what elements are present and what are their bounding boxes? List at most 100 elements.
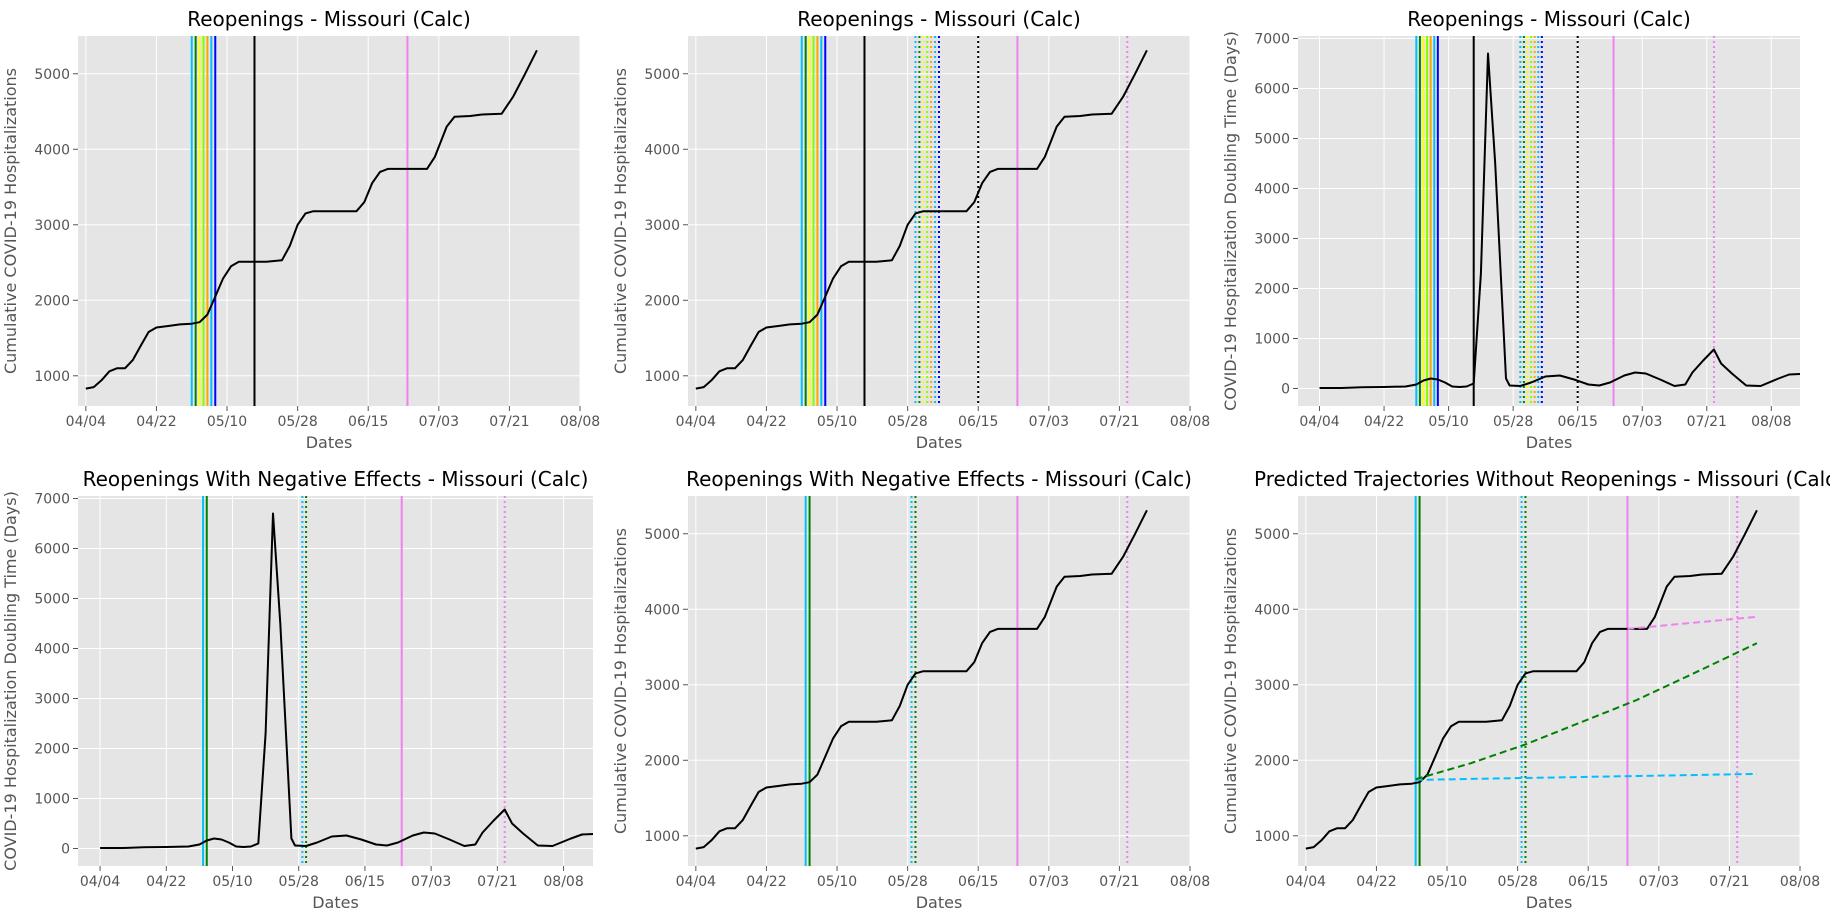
x-tick-label: 07/21 — [477, 874, 517, 890]
x-tick-label: 06/15 — [345, 874, 385, 890]
x-tick-label: 04/04 — [1286, 874, 1326, 890]
x-tick-label: 04/04 — [66, 414, 106, 430]
x-tick-label: 08/08 — [1170, 414, 1210, 430]
x-axis-label: Dates — [916, 433, 963, 452]
x-axis-label: Dates — [306, 433, 353, 452]
y-tick-label: 2000 — [34, 293, 70, 309]
x-axis-label: Dates — [1526, 893, 1573, 912]
x-tick-label: 05/28 — [279, 874, 319, 890]
y-axis-label: Cumulative COVID-19 Hospitalizations — [1, 68, 20, 374]
x-tick-label: 05/28 — [277, 414, 317, 430]
series-line — [85, 49, 538, 390]
x-axis-label: Dates — [312, 893, 359, 912]
chart-title: Reopenings With Negative Effects - Misso… — [686, 467, 1192, 491]
x-axis-label: Dates — [1526, 433, 1573, 452]
subplot-4: 04/04 04/22 05/10 05/28 06/15 07/03 07/21 08/08… — [1, 467, 593, 912]
x-tick-label: 07/21 — [1709, 874, 1749, 890]
y-axis-label: Cumulative COVID-19 Hospitalizations — [611, 528, 630, 834]
y-tick-label: 5000 — [644, 67, 680, 83]
y-tick-label: 2000 — [1254, 753, 1290, 769]
plot-area — [1298, 496, 1800, 866]
y-tick-label: 1000 — [34, 792, 70, 808]
x-tick-label: 08/08 — [560, 414, 600, 430]
x-tick-label: 05/10 — [1427, 874, 1467, 890]
plot-marks — [695, 496, 1148, 866]
y-tick-label: 3000 — [34, 692, 70, 708]
x-tick-label: 07/03 — [1029, 414, 1069, 430]
x-tick-label: 06/15 — [958, 874, 998, 890]
x-tick-label: 05/10 — [1428, 414, 1468, 430]
plot-marks — [1319, 36, 1800, 406]
y-tick-label: 1000 — [1254, 829, 1290, 845]
y-tick-label: 4000 — [644, 142, 680, 158]
y-axis-label: COVID-19 Hospitalization Doubling Time (… — [1221, 31, 1240, 411]
y-tick-label: 3000 — [1254, 678, 1290, 694]
series-line — [695, 49, 1148, 390]
y-tick-label: 7000 — [1254, 32, 1290, 48]
x-tick-label: 04/04 — [80, 874, 120, 890]
y-tick-label: 2000 — [1254, 282, 1290, 298]
x-tick-label: 08/08 — [543, 874, 583, 890]
y-tick-label: 0 — [61, 842, 70, 858]
subplot-6: 04/04 04/22 05/10 05/28 06/15 07/03 07/21 08/08… — [1221, 467, 1830, 912]
y-tick-label: 4000 — [1254, 182, 1290, 198]
x-tick-label: 07/03 — [419, 414, 459, 430]
x-tick-label: 07/03 — [1639, 874, 1679, 890]
subplot-5: 04/04 04/22 05/10 05/28 06/15 07/03 07/21 08/08… — [611, 467, 1210, 912]
x-tick-label: 08/08 — [1751, 414, 1791, 430]
x-tick-label: 04/04 — [676, 414, 716, 430]
plot-marks — [695, 36, 1148, 406]
subplot-1: 04/04 04/22 05/10 05/28 06/15 07/03 07/21 08/08… — [1, 7, 600, 452]
plot-marks — [100, 496, 593, 866]
y-tick-label: 4000 — [644, 602, 680, 618]
chart-title: Reopenings - Missouri (Calc) — [797, 7, 1081, 31]
plot-area — [78, 496, 593, 866]
x-tick-label: 05/28 — [1497, 874, 1537, 890]
x-tick-label: 04/22 — [146, 874, 186, 890]
x-tick-label: 04/22 — [1364, 414, 1404, 430]
x-tick-label: 08/08 — [1780, 874, 1820, 890]
y-tick-label: 1000 — [1254, 332, 1290, 348]
chart-title: Predicted Trajectories Without Reopening… — [1254, 467, 1830, 491]
plot-marks — [1305, 496, 1758, 866]
x-tick-label: 07/21 — [1099, 874, 1139, 890]
y-tick-label: 2000 — [644, 293, 680, 309]
y-tick-label: 5000 — [34, 67, 70, 83]
x-tick-label: 04/22 — [1356, 874, 1396, 890]
subplot-3: 04/04 04/22 05/10 05/28 06/15 07/03 07/21 08/08… — [1221, 7, 1800, 452]
y-tick-label: 6000 — [1254, 82, 1290, 98]
y-tick-label: 4000 — [34, 642, 70, 658]
plot-area — [78, 36, 580, 406]
x-tick-label: 08/08 — [1170, 874, 1210, 890]
y-tick-label: 2000 — [644, 753, 680, 769]
y-tick-label: 4000 — [34, 142, 70, 158]
projection-line — [1415, 772, 1757, 781]
x-tick-label: 07/03 — [1029, 874, 1069, 890]
projection-line — [1415, 642, 1758, 781]
x-tick-label: 04/04 — [1299, 414, 1339, 430]
plot-marks — [85, 36, 538, 406]
y-tick-label: 3000 — [644, 678, 680, 694]
x-tick-label: 05/10 — [207, 414, 247, 430]
x-tick-label: 06/15 — [1568, 874, 1608, 890]
y-tick-label: 6000 — [34, 542, 70, 558]
x-tick-label: 05/28 — [887, 414, 927, 430]
x-tick-label: 07/03 — [1622, 414, 1662, 430]
y-tick-label: 1000 — [34, 369, 70, 385]
x-tick-label: 07/21 — [1099, 414, 1139, 430]
y-tick-label: 3000 — [34, 218, 70, 234]
chart-title: Reopenings - Missouri (Calc) — [187, 7, 471, 31]
series-line — [695, 509, 1148, 850]
y-tick-label: 5000 — [1254, 527, 1290, 543]
x-tick-label: 04/22 — [746, 874, 786, 890]
subplot-2: 04/04 04/22 05/10 05/28 06/15 07/03 07/21 08/08… — [611, 7, 1210, 452]
y-tick-label: 1000 — [644, 829, 680, 845]
y-tick-label: 5000 — [644, 527, 680, 543]
y-tick-label: 3000 — [644, 218, 680, 234]
x-tick-label: 04/22 — [136, 414, 176, 430]
x-tick-label: 04/22 — [746, 414, 786, 430]
y-tick-label: 1000 — [644, 369, 680, 385]
y-tick-label: 3000 — [1254, 232, 1290, 248]
x-tick-label: 05/28 — [1493, 414, 1533, 430]
y-tick-label: 0 — [1281, 382, 1290, 398]
